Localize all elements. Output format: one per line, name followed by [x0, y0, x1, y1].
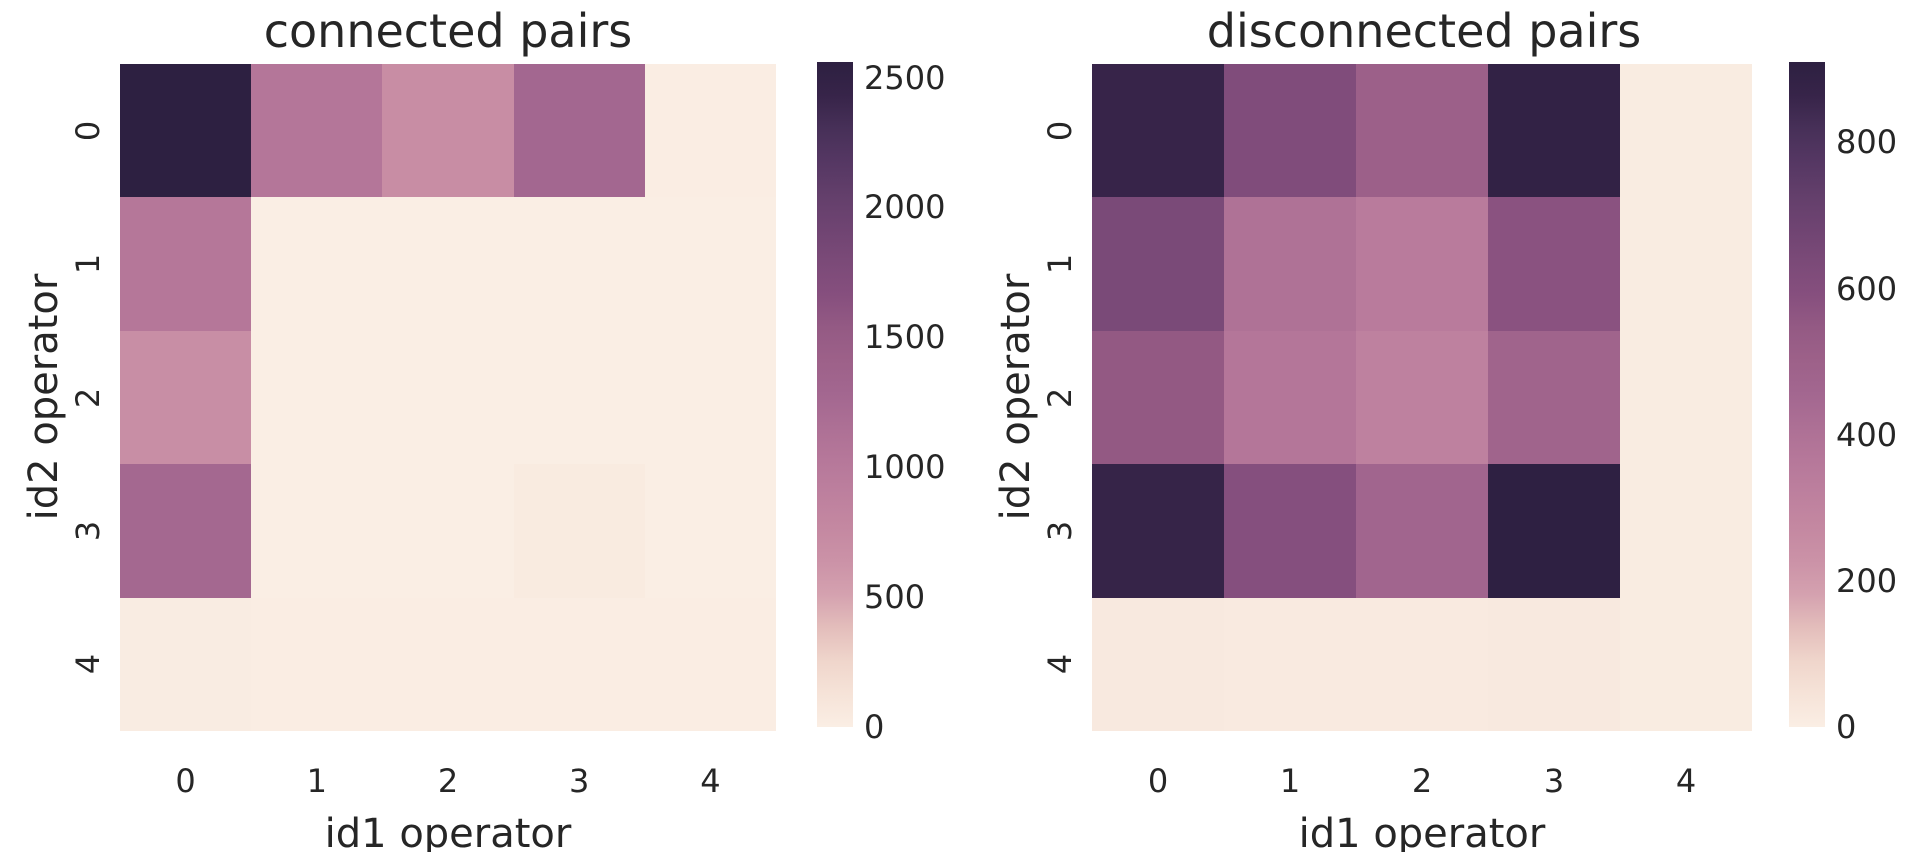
heatmap-cell	[1092, 64, 1224, 198]
x-tick-label: 3	[1543, 762, 1565, 800]
heatmap-cell	[1620, 64, 1752, 198]
y-tick-label: 2	[69, 387, 107, 408]
x-tick-label: 4	[700, 762, 721, 800]
heatmap-cell	[1224, 330, 1356, 465]
heatmap-cell	[1356, 330, 1488, 465]
heatmap-cell	[513, 330, 645, 465]
heatmap-cell	[120, 330, 252, 465]
colorbar-tick-label: 600	[1836, 269, 1898, 308]
y-tick-label: 2	[1041, 387, 1079, 408]
x-tick-label: 1	[306, 762, 327, 800]
chart-title-disconnected: disconnected pairs	[1206, 4, 1642, 58]
colorbar-tick-label: 200	[1836, 561, 1898, 600]
heatmap-cell	[251, 597, 383, 731]
y-tick-label: 1	[1041, 253, 1079, 275]
heatmap-cell	[1356, 597, 1488, 731]
heatmap-cell	[251, 64, 383, 198]
heatmap-cell	[1620, 597, 1752, 731]
x-axis-label-disconnected: id1 operator	[1298, 811, 1546, 852]
y-tick-label: 0	[69, 120, 107, 141]
heatmap-cell	[382, 464, 514, 598]
y-tick-label: 1	[69, 253, 107, 275]
heatmap-cell	[120, 64, 252, 198]
heatmap-cell	[1092, 597, 1224, 731]
colorbar-tick-label: 500	[864, 578, 926, 617]
heatmap-cell	[1092, 330, 1224, 465]
subplot-connected-pairs: connected pairs id1 operator id2 operato…	[21, 4, 946, 852]
colorbar-tick-label: 0	[864, 708, 885, 746]
heatmap-cell	[513, 464, 645, 598]
colorbar-disconnected	[1789, 62, 1825, 727]
colorbar-connected	[817, 62, 853, 727]
heatmap-cell	[644, 64, 776, 198]
colorbar-tick-label: 0	[1836, 708, 1857, 746]
x-tick-label: 0	[1147, 762, 1169, 800]
x-tick-label: 1	[1279, 762, 1301, 800]
heatmap-cell	[513, 64, 645, 198]
heatmap-cell	[382, 597, 514, 731]
heatmap-cell	[1092, 464, 1224, 598]
x-tick-label: 3	[569, 762, 590, 800]
heatmap-cell	[1488, 597, 1620, 731]
heatmap-cell	[1356, 64, 1488, 198]
y-axis-label-connected: id2 operator	[21, 273, 67, 521]
heatmap-cell	[1092, 197, 1224, 331]
heatmap-cell	[1488, 197, 1620, 331]
x-tick-label: 2	[437, 762, 459, 800]
heatmap-cell	[1224, 464, 1356, 598]
chart-title-connected: connected pairs	[263, 4, 633, 58]
heatmap-cell	[513, 197, 645, 331]
colorbar-tick-label: 400	[1836, 415, 1898, 454]
x-tick-label: 2	[1411, 762, 1433, 800]
heatmap-cell	[644, 330, 776, 465]
heatmap-cell	[1488, 64, 1620, 198]
heatmap-cell	[644, 597, 776, 731]
subplot-disconnected-pairs: disconnected pairs id1 operator id2 oper…	[960, 0, 1920, 852]
heatmap-grid-disconnected	[1092, 64, 1752, 731]
colorbar-tick-label: 1500	[864, 318, 946, 357]
heatmap-cell	[251, 197, 383, 331]
heatmap-cell	[120, 464, 252, 598]
y-tick-label: 4	[69, 654, 107, 675]
x-axis-label-connected: id1 operator	[324, 811, 572, 852]
x-tick-label: 4	[1675, 762, 1697, 800]
colorbar-tick-label: 1000	[864, 448, 946, 487]
heatmap-cell	[1356, 197, 1488, 331]
colorbar-tick-label: 2000	[864, 188, 946, 227]
heatmap-cell	[1224, 64, 1356, 198]
heatmap-cell	[1620, 464, 1752, 598]
x-tick-label: 0	[175, 762, 196, 800]
heatmap-cell	[1224, 597, 1356, 731]
heatmap-cell	[644, 197, 776, 331]
y-tick-label: 3	[1041, 520, 1079, 542]
colorbar-tick-label: 2500	[864, 58, 946, 97]
heatmap-cell	[120, 597, 252, 731]
y-tick-label: 4	[1041, 654, 1079, 675]
heatmap-cell	[1620, 330, 1752, 465]
heatmap-cell	[120, 197, 252, 331]
heatmap-cell	[1620, 197, 1752, 331]
y-tick-label: 3	[69, 520, 107, 542]
heatmap-cell	[644, 464, 776, 598]
heatmap-cell	[1356, 464, 1488, 598]
heatmap-cell	[1488, 330, 1620, 465]
colorbar-tick-label: 800	[1836, 123, 1898, 162]
heatmap-cell	[1488, 464, 1620, 598]
y-axis-label-disconnected: id2 operator	[993, 273, 1039, 521]
heatmap-cell	[1224, 197, 1356, 331]
y-tick-label: 0	[1041, 120, 1079, 141]
heatmap-cell	[251, 464, 383, 598]
heatmap-grid-connected	[120, 64, 776, 731]
heatmap-cell	[382, 197, 514, 331]
heatmap-cell	[382, 64, 514, 198]
heatmap-cell	[382, 330, 514, 465]
heatmap-cell	[251, 330, 383, 465]
heatmap-cell	[513, 597, 645, 731]
